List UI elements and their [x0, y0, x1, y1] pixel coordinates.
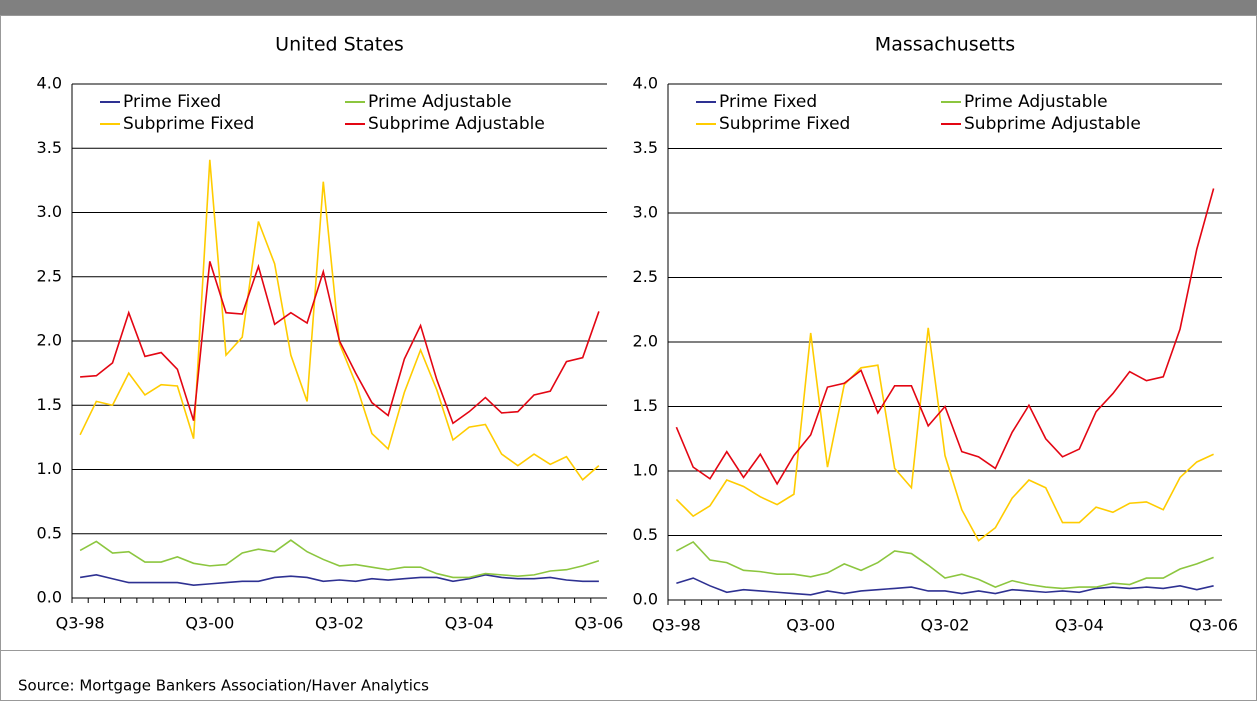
series-line	[675, 327, 1214, 542]
x-tick-label: Q3-04	[1055, 616, 1104, 635]
y-tick-label: 3.0	[633, 203, 658, 222]
y-tick-label: 1.5	[633, 396, 658, 415]
y-tick-label: 2.5	[37, 266, 62, 285]
y-tick-label: 0.5	[633, 525, 658, 544]
series-line	[79, 539, 600, 579]
chart-title: United States	[275, 34, 404, 56]
y-tick-label: 0.5	[37, 523, 62, 542]
y-tick-label: 3.5	[37, 138, 62, 157]
y-tick-label: 1.0	[633, 461, 658, 480]
y-tick-label: 3.5	[633, 138, 658, 157]
series-line	[80, 261, 600, 425]
chart-title: Massachusetts	[875, 34, 1015, 56]
series-line	[79, 574, 599, 586]
series-line	[676, 577, 1214, 596]
y-tick-label: 1.0	[37, 459, 62, 478]
x-tick-label: Q3-98	[56, 614, 105, 633]
x-tick-label: Q3-02	[315, 614, 364, 633]
x-tick-label: Q3-98	[652, 616, 701, 635]
y-tick-label: 2.5	[633, 267, 658, 286]
legend-label: Subprime Fixed	[123, 114, 254, 134]
y-tick-label: 2.0	[633, 332, 658, 351]
x-tick-label: Q3-00	[185, 614, 234, 633]
x-tick-label: Q3-06	[574, 614, 623, 633]
x-tick-label: Q3-04	[445, 614, 494, 633]
y-tick-label: 3.0	[37, 202, 62, 221]
x-tick-label: Q3-06	[1189, 616, 1238, 635]
series-line	[79, 159, 600, 481]
y-tick-label: 2.0	[37, 331, 62, 350]
y-tick-label: 4.0	[633, 74, 658, 93]
series-line	[676, 540, 1214, 590]
legend-label: Prime Fixed	[123, 92, 221, 112]
y-tick-label: 0.0	[633, 590, 658, 609]
legend-label: Subprime Fixed	[719, 114, 850, 134]
legend-label: Prime Fixed	[719, 92, 817, 112]
legend-label: Subprime Adjustable	[964, 114, 1141, 134]
legend-label: Subprime Adjustable	[368, 114, 545, 134]
source-note: Source: Mortgage Bankers Association/Hav…	[18, 677, 429, 695]
y-tick-label: 1.5	[37, 395, 62, 414]
header-bar	[0, 0, 1257, 15]
series-line	[675, 188, 1215, 486]
x-tick-label: Q3-00	[786, 616, 835, 635]
x-tick-label: Q3-02	[921, 616, 970, 635]
legend-label: Prime Adjustable	[368, 92, 512, 112]
legend-label: Prime Adjustable	[964, 92, 1108, 112]
y-tick-label: 4.0	[37, 74, 62, 93]
y-tick-label: 0.0	[37, 588, 62, 607]
